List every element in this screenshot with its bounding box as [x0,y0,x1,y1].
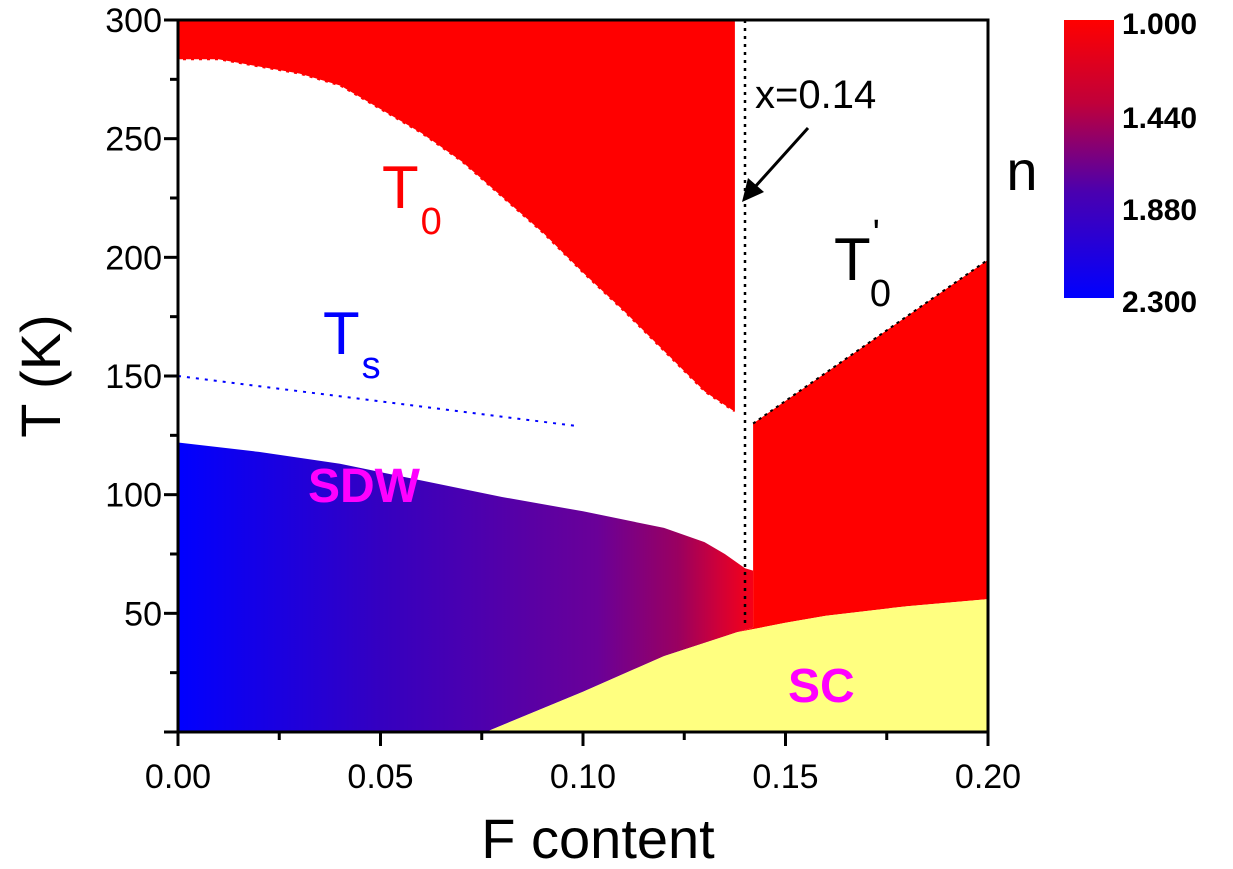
colorbar-tick-label: 1.000 [1122,8,1197,41]
x-axis-label: F content [481,807,715,869]
x-axis-ticks [176,732,990,746]
y-tick-label: 300 [105,2,162,40]
critical-arrow [742,126,810,202]
x-tick-label: 0.20 [955,758,1021,796]
y-tick-label: 50 [124,595,162,633]
t0-boundary-line [178,59,734,413]
colorbar-tick-labels: 1.000 1.440 1.880 2.300 [1122,8,1197,319]
ts-dotted-line [178,375,576,427]
colorbar-tick-label: 1.880 [1122,194,1197,227]
colorbar-tick-label: 2.300 [1122,286,1197,319]
y-axis-tick-labels: 50 100 150 200 250 300 [105,2,162,633]
x-tick-label: 0.05 [347,758,413,796]
t0-annotation: T0 [382,154,442,243]
y-axis-ticks [164,18,178,734]
y-tick-label: 100 [105,477,162,515]
sdw-annotation: SDW [308,460,421,513]
colorbar-title: n [1006,139,1037,202]
x-tick-label: 0.10 [550,758,616,796]
x-tick-label: 0.00 [145,758,211,796]
critical-x-annotation: x=0.14 [755,73,876,117]
t0-prime-annotation: T' 0 [834,213,891,315]
y-tick-label: 150 [105,358,162,396]
sc-region [485,599,988,732]
colorbar-tick-label: 1.440 [1122,102,1197,135]
t0-prime-red-region [736,259,988,633]
t0-prime-boundary-line [752,258,988,425]
sc-annotation: SC [788,660,855,713]
sdw-region [178,442,754,732]
y-tick-label: 200 [105,239,162,277]
y-axis-label: T (K) [9,314,72,437]
x-axis-tick-labels: 0.00 0.05 0.10 0.15 0.20 [145,758,1021,796]
y-tick-label: 250 [105,121,162,159]
ts-annotation: Ts [323,300,381,387]
colorbar [1064,20,1114,298]
x-tick-label: 0.15 [752,758,818,796]
t0-red-region [178,20,735,412]
